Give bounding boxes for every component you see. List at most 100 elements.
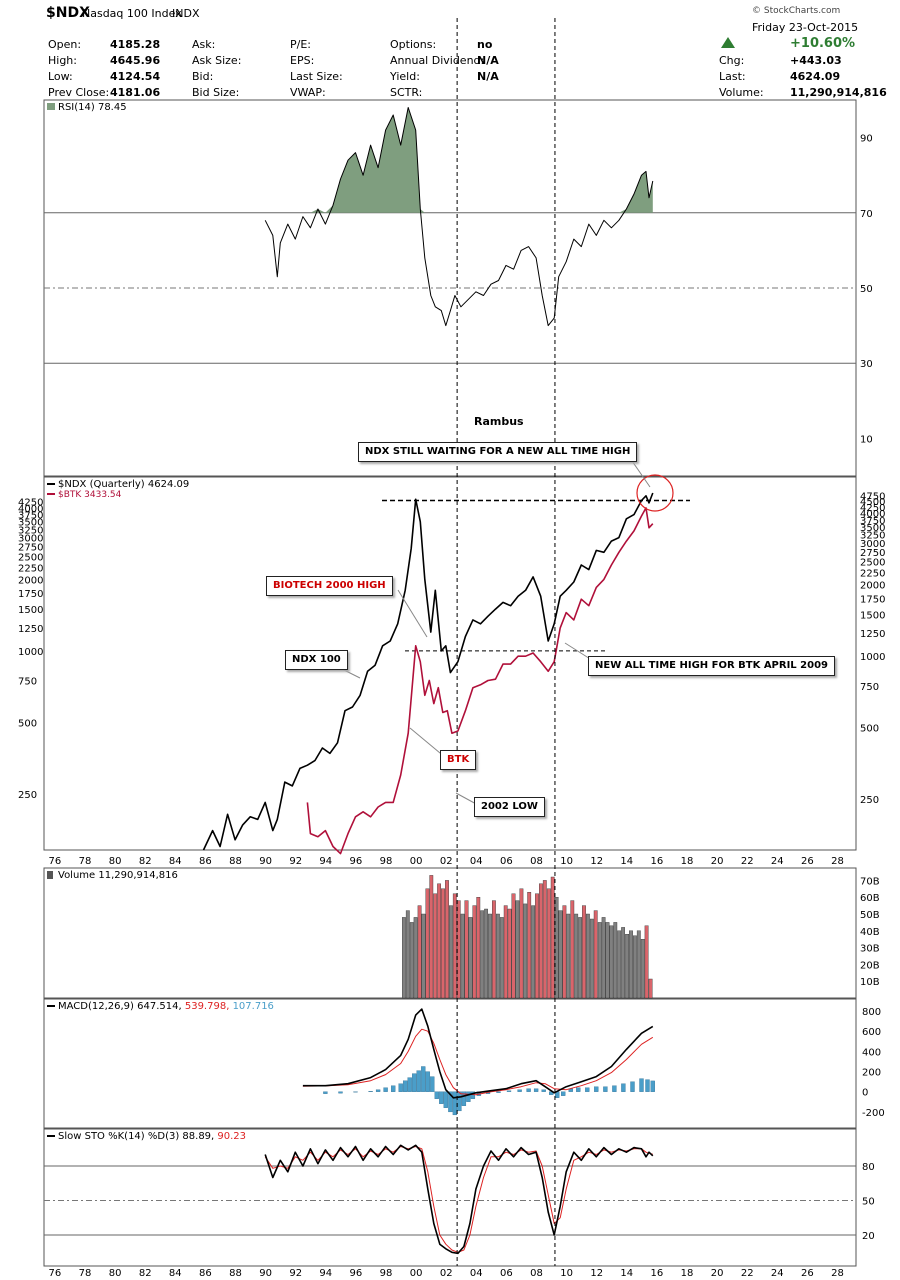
volume-bar [484,908,488,999]
volume-bar [546,888,551,999]
volume-bar [644,925,649,999]
callout-ndx-waiting: NDX STILL WAITING FOR A NEW ALL TIME HIG… [358,442,638,462]
macd-histogram-bar [457,1091,462,1112]
quote-label: Low: [48,70,73,83]
volume-tick-label: 50B [860,910,880,921]
x-tick-label-bottom: 14 [620,1268,633,1279]
macd-histogram-bar [621,1083,626,1092]
index-name: Nasdaq 100 Index [82,7,182,20]
macd-histogram-bar [470,1091,476,1099]
volume-bar [515,900,520,999]
rsi-overbought-fill [265,107,653,213]
volume-bar [578,917,583,999]
macd-tick-label: 0 [862,1088,868,1099]
volume-bar [617,930,622,999]
volume-bar [640,939,645,999]
price-tick-right: 4750 [860,491,885,502]
price-tick-left: 3750 [18,511,43,522]
price-tick-right: 4000 [860,509,885,520]
volume-bar [597,922,602,999]
x-tick-label-bottom: 76 [49,1268,62,1279]
quote-label: Yield: [390,70,420,83]
macd-histogram-bar [368,1091,373,1092]
price-tick-left: 1250 [18,624,43,635]
price-tick-right: 1000 [860,652,885,663]
volume-bar [542,880,547,999]
price-tick-left: 1000 [18,647,43,658]
volume-bar [589,918,594,999]
macd-histogram-bar [448,1091,453,1113]
price-tick-right: 2250 [860,569,885,580]
x-tick-label-top: 90 [259,856,272,867]
stoch-tick-label: 20 [862,1231,875,1242]
x-tick-label-bottom: 96 [350,1268,363,1279]
stoch-panel [43,1128,857,1267]
price-tick-right: 4500 [860,497,885,508]
x-tick-label-bottom: 82 [139,1268,152,1279]
x-tick-label-bottom: 24 [771,1268,784,1279]
price-tick-right: 1750 [860,594,885,605]
macd-histogram-bar [630,1081,635,1092]
volume-bar [441,888,445,999]
price-tick-left: 4000 [18,504,43,515]
price-tick-right: 3500 [860,523,885,534]
quote-label: Annual Dividend: [390,54,485,67]
price-tick-left: 2500 [18,552,43,563]
x-tick-label-top: 18 [681,856,694,867]
x-tick-label-top: 76 [49,856,62,867]
macd-histogram-bar [496,1091,501,1093]
callout-btk-ath: NEW ALL TIME HIGH FOR BTK APRIL 2009 [588,656,835,676]
price-tick-left: 250 [18,790,37,801]
callout-biotech-high: BIOTECH 2000 HIGH [266,576,393,596]
x-tick-label-bottom: 26 [801,1268,814,1279]
quote-value: 4645.96 [110,54,161,67]
volume-bar [562,905,567,999]
rsi-title: RSI(14) 78.45 [58,102,127,113]
x-tick-label-bottom: 02 [440,1268,453,1279]
price-tick-right: 250 [860,795,879,806]
volume-bar [566,913,571,999]
volume-bar [621,927,626,999]
x-tick-label-top: 26 [801,856,814,867]
quote-date: Friday 23-Oct-2015 [752,21,859,34]
x-tick-label-top: 80 [109,856,122,867]
x-tick-label-top: 88 [229,856,242,867]
macd-histogram-bar [353,1091,358,1093]
x-tick-label-bottom: 00 [410,1268,423,1279]
macd-title: MACD(12,26,9) 647.514, 539.798, 107.716 [58,1001,274,1012]
volume-tick-label: 20B [860,960,880,971]
quote-label: Open: [48,38,82,51]
volume-tick-label: 40B [860,927,880,938]
volume-bar [535,893,539,999]
quote-value: 4181.06 [110,86,161,99]
rsi-tick-label: 50 [860,284,873,295]
volume-bar [629,930,633,999]
up-triangle-icon [721,37,735,48]
x-tick-label-top: 84 [169,856,182,867]
volume-bar [648,978,653,999]
x-tick-label-top: 82 [139,856,152,867]
macd-histogram-bar [443,1091,448,1108]
volume-bar [405,910,410,999]
price-tick-right: 3000 [860,539,885,550]
macd-histogram-bar [561,1091,566,1096]
macd-histogram-bar [425,1071,430,1092]
macd-histogram-bar [412,1073,417,1092]
symbol: $NDX [46,5,90,21]
price-tick-right: 1250 [860,629,885,640]
volume-bar [468,917,473,999]
price-tick-right: 4250 [860,503,885,514]
quote-label: Ask Size: [192,54,242,67]
x-tick-label-top: 12 [590,856,603,867]
x-tick-label-top: 86 [199,856,212,867]
macd-histogram-bar [594,1086,599,1092]
macd-histogram-bar [612,1085,617,1092]
quote-label: Ask: [192,38,216,51]
volume-bar [421,913,426,999]
volume-bar [554,897,559,999]
callout-pointer [397,589,428,638]
volume-title: Volume 11,290,914,816 [58,870,178,881]
macd-tick-label: 600 [862,1027,881,1038]
volume-bar [613,922,618,999]
